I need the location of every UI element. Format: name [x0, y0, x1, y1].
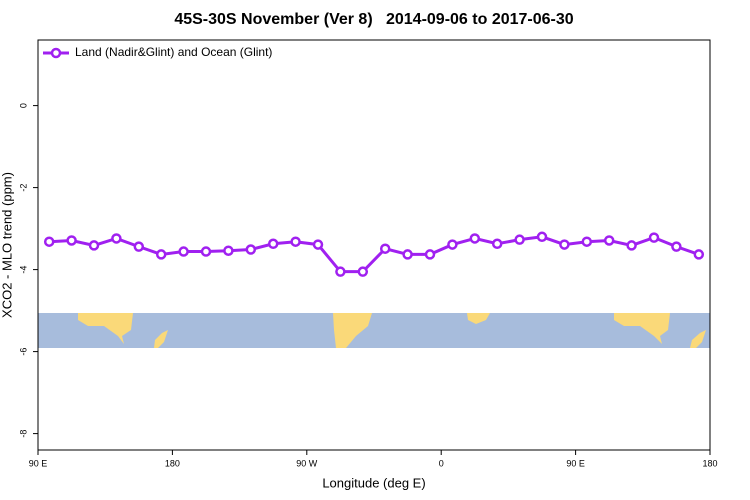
x-axis-label: Longitude (deg E) [322, 475, 425, 490]
point [111, 233, 122, 244]
point [626, 240, 637, 251]
point [88, 240, 100, 251]
point [66, 235, 77, 246]
point [133, 241, 145, 252]
point [290, 236, 301, 247]
point [671, 241, 682, 252]
point [379, 243, 391, 254]
x-tick-label: 180 [702, 458, 717, 468]
point [559, 239, 570, 250]
point [155, 249, 167, 260]
y-tick-label: -2 [18, 184, 28, 192]
point [693, 249, 705, 260]
point [603, 235, 615, 246]
legend-marker [50, 47, 62, 59]
y-tick-label: -8 [18, 430, 28, 438]
point [245, 244, 257, 255]
y-tick-label: -4 [18, 266, 28, 274]
plot-frame [37, 39, 711, 451]
point [536, 231, 548, 243]
point [491, 238, 503, 250]
point [424, 249, 436, 260]
point [402, 249, 413, 260]
point [357, 266, 369, 277]
point [335, 266, 346, 277]
x-tick-label: 90 E [566, 458, 585, 468]
point [581, 236, 593, 247]
point [312, 239, 324, 250]
point [447, 239, 458, 250]
x-tick-label: 0 [439, 458, 444, 468]
point [267, 238, 279, 250]
point [223, 245, 234, 256]
point [178, 246, 189, 257]
chart-title: 45S-30S November (Ver 8) 2014-09-06 to 2… [174, 11, 573, 28]
legend-label: Land (Nadir&Glint) and Ocean (Glint) [75, 45, 272, 59]
point [514, 234, 525, 245]
point [200, 246, 212, 257]
series-line [49, 235, 700, 274]
point [469, 233, 481, 244]
point [43, 236, 55, 247]
map-strip [38, 313, 710, 348]
x-tick-label: 90 W [296, 458, 318, 468]
y-tick-label: -6 [18, 348, 28, 356]
y-axis-label: XCO2 - MLO trend (ppm) [0, 172, 14, 318]
y-tick-label: 0 [18, 103, 28, 108]
point [648, 232, 660, 243]
x-tick-label: 180 [165, 458, 180, 468]
x-tick-label: 90 E [29, 458, 48, 468]
